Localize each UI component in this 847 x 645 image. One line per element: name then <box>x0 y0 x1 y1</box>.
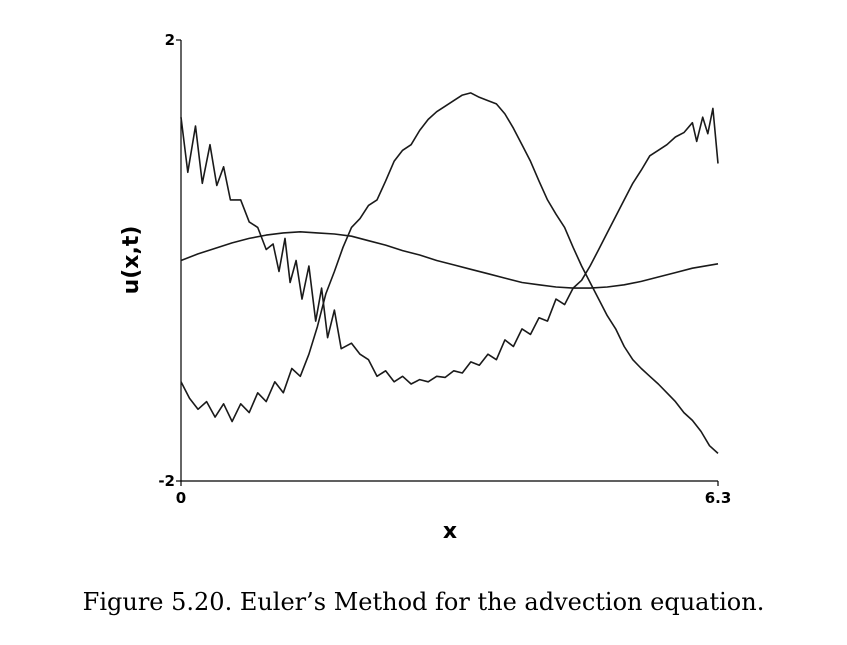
series-line-3 <box>180 92 719 454</box>
x-tick-label: 0 <box>176 489 186 507</box>
series-line-2 <box>180 107 719 385</box>
y-tick-label: 2 <box>165 31 175 49</box>
chart-ticks: 2 -20 6.3 <box>158 31 731 507</box>
x-axis-title: x <box>443 519 457 544</box>
chart-series-layer <box>180 92 719 454</box>
chart-plot: 2 -20 6.3 x u(x,t) <box>119 31 731 544</box>
figure-caption: Figure 5.20. Euler’s Method for the adve… <box>82 588 765 616</box>
y-axis-title: u(x,t) <box>119 226 144 295</box>
chart-axes <box>180 40 718 482</box>
series-line-1 <box>180 231 719 289</box>
x-tick-label: 6.3 <box>705 489 732 507</box>
y-tick-label: -2 <box>158 472 175 490</box>
